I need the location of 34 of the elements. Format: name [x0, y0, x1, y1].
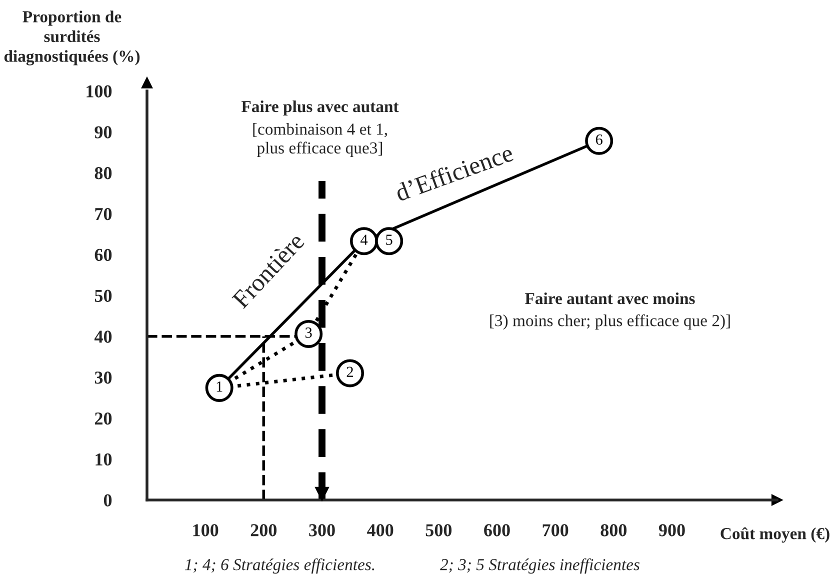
x-tick-label: 400 [367, 524, 394, 536]
y-tick-label: 50 [94, 290, 112, 302]
annotation: 6 [596, 134, 602, 145]
x-tick-label: 500 [426, 524, 452, 536]
annotation: 5 [386, 234, 392, 245]
annotation: Faire autant avec moins [525, 292, 695, 304]
y-tick-label: 90 [94, 126, 112, 138]
x-tick-label: 900 [658, 524, 685, 536]
y-tick-label: 40 [94, 330, 112, 343]
y-tick-label: 10 [96, 453, 112, 466]
y-tick-label: 60 [94, 248, 112, 262]
annotation: [combinaison 4 et 1, plus efficace que3] [253, 123, 387, 157]
x-axis-title: Coût moyen (€) [720, 527, 830, 543]
x-tick-label: 100 [193, 524, 218, 536]
y-tick-label: 80 [94, 167, 112, 180]
x-tick-label: 200 [250, 524, 277, 536]
y-axis-title: Proportion de surdités diagnostiquées (%) [4, 10, 140, 66]
y-tick-label: 20 [94, 412, 112, 425]
annotation: 3 [305, 328, 312, 338]
y-tick-label: 70 [95, 208, 112, 220]
annotation: 2 [346, 366, 353, 377]
text: 1; 4; 6 Stratégies efficientes. [185, 558, 374, 574]
x-tick-label: 300 [309, 524, 335, 536]
x-tick-label: 700 [542, 524, 568, 536]
y-tick-label: 0 [104, 494, 112, 506]
x-tick-label: 800 [600, 524, 627, 536]
y-tick-label: 30 [94, 372, 112, 384]
annotation: [3) moins cher; plus efficace que 2)] [490, 314, 730, 330]
annotation: Faire plus avec autant [242, 100, 399, 116]
y-tick-label: 100 [86, 85, 112, 98]
x-tick-label: 600 [484, 524, 510, 536]
annotation: 1 [216, 382, 222, 392]
annotation: 4 [360, 234, 368, 245]
text: 2; 3; 5 Stratégies inefficientes [440, 558, 640, 574]
